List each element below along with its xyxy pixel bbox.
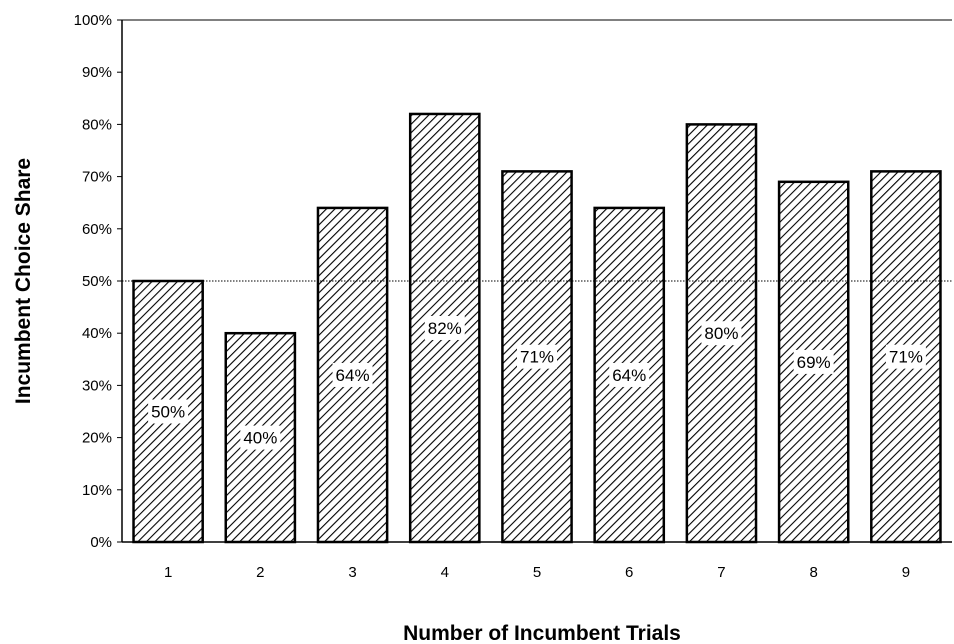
x-tick-label: 4 [441, 564, 449, 581]
data-label-background [332, 362, 373, 387]
x-axis-title: Number of Incumbent Trials [403, 622, 681, 644]
data-label-background [148, 399, 189, 424]
y-tick-label: 50% [82, 273, 112, 290]
x-tick-label: 1 [164, 564, 172, 581]
data-label: 80% [704, 324, 738, 343]
data-label: 50% [151, 403, 185, 422]
y-tick-label: 0% [90, 534, 112, 551]
y-tick-label: 90% [82, 64, 112, 81]
y-tick-label: 60% [82, 221, 112, 238]
x-tick-label: 7 [717, 564, 725, 581]
y-tick-label: 80% [82, 116, 112, 133]
y-tick-label: 70% [82, 169, 112, 186]
y-tick-label: 30% [82, 377, 112, 394]
y-axis-title: Incumbent Choice Share [12, 158, 35, 404]
x-tick-label: 2 [256, 564, 264, 581]
data-label: 71% [520, 348, 554, 367]
y-tick-label: 40% [82, 325, 112, 342]
y-tick-label: 20% [82, 430, 112, 447]
x-tick-label: 9 [902, 564, 910, 581]
data-label-background [701, 321, 742, 346]
x-tick-label: 3 [348, 564, 356, 581]
data-label-background [609, 362, 650, 387]
data-label: 64% [612, 366, 646, 385]
data-label: 69% [797, 353, 831, 372]
x-tick-label: 5 [533, 564, 541, 581]
data-label: 64% [336, 366, 370, 385]
y-tick-label: 100% [74, 12, 112, 29]
bar [777, 180, 850, 544]
data-label-background [793, 349, 834, 374]
y-tick-label: 10% [82, 482, 112, 499]
data-label: 40% [243, 429, 277, 448]
data-label: 82% [428, 319, 462, 338]
data-label-background [424, 315, 465, 340]
x-tick-label: 6 [625, 564, 633, 581]
data-label-background [885, 344, 926, 369]
data-label-background [517, 344, 557, 369]
x-tick-label: 8 [809, 564, 817, 581]
data-label: 71% [889, 348, 923, 367]
data-label-background [240, 425, 281, 450]
